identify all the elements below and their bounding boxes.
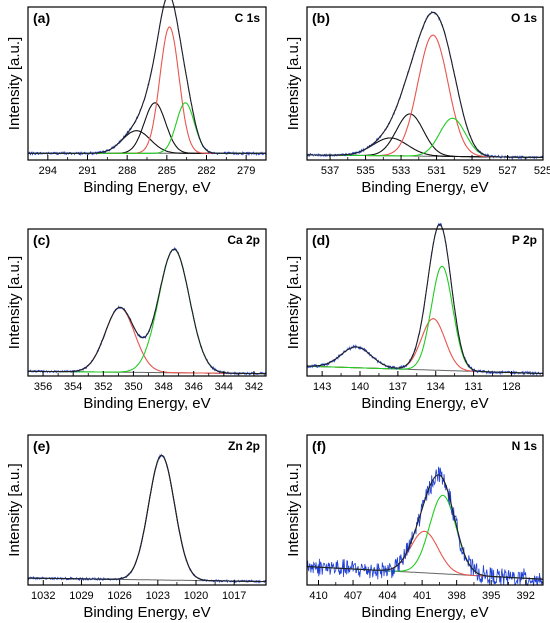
x-tick-label: 401 [413,590,431,602]
component-peak [307,113,543,158]
x-tick-label: 279 [237,165,255,177]
chart-panel: 294 291 288 285 282 279 Binding Energy, eV Inte… [6,0,267,196]
x-tick-label: 1020 [184,590,208,602]
x-tick-label: 131 [464,381,482,393]
panel-letter: (a) [33,10,50,26]
panel-letter: (b) [312,10,330,26]
x-tick-label: 392 [517,590,535,602]
y-axis-label: Intensity [a.u.] [285,37,302,130]
component-peak [28,306,266,375]
x-tick-label: 356 [34,381,52,393]
component-peak [28,248,266,375]
envelope-fit [307,223,544,375]
x-tick-label: 294 [39,165,57,177]
component-peak [307,117,543,158]
x-tick-label: 531 [427,165,445,177]
panel-letter: (c) [33,232,50,248]
x-tick-label: 527 [498,165,516,177]
plot-frame [306,6,544,161]
x-axis-label: Binding Energy, eV [361,179,488,196]
envelope-fit [306,474,543,580]
panel-title: N 1s [512,439,538,453]
plot-frame [27,434,267,586]
chart-panel: 143 140 137 134 131 128 Binding Energy, eV Inte… [285,222,544,412]
panel-title: P 2p [512,233,537,247]
x-tick-label: 137 [389,381,407,393]
measured-spectrum [306,10,544,161]
envelope-fit [307,11,543,158]
component-peak [307,34,543,158]
x-tick-label: 288 [118,165,136,177]
measured-spectrum [27,246,267,376]
component-peak [307,318,544,375]
y-axis-label: Intensity [a.u.] [6,37,23,130]
chart-panel: 356 354 352 350 348 346 344 342 Binding Energy, … [6,228,267,412]
x-tick-label: 537 [321,165,339,177]
panel-letter: (e) [33,438,50,454]
x-tick-label: 140 [351,381,369,393]
x-tick-label: 1023 [146,590,170,602]
x-tick-label: 143 [313,381,331,393]
x-axis-label: Binding Energy, eV [83,604,210,621]
x-tick-label: 344 [215,381,233,393]
component-peak [307,265,544,375]
plot-frame [306,434,544,586]
envelope-fit [28,0,266,154]
x-tick-label: 285 [158,165,176,177]
envelope-fit [28,454,266,583]
x-tick-label: 1032 [31,590,55,602]
x-axis-label: Binding Energy, eV [83,395,210,412]
x-tick-label: 1029 [69,590,93,602]
panel-letter: (d) [312,232,330,248]
y-axis-label: Intensity [a.u.] [285,256,302,349]
x-tick-label: 346 [185,381,203,393]
measured-spectrum [27,453,267,584]
x-tick-label: 398 [447,590,465,602]
panel-letter: (f) [312,438,326,454]
y-axis-label: Intensity [a.u.] [285,463,302,556]
x-tick-label: 354 [64,381,82,393]
chart-panel: 1032 1029 1026 1023 1020 1017 Binding Energy, … [6,434,267,621]
x-tick-label: 348 [154,381,172,393]
panel-title: C 1s [235,11,261,25]
x-tick-label: 352 [94,381,112,393]
y-axis-label: Intensity [a.u.] [6,256,23,349]
component-peak [306,530,543,580]
measured-spectrum [27,0,267,157]
component-peak [28,454,266,583]
y-axis-label: Intensity [a.u.] [6,463,23,556]
panel-title: Ca 2p [227,233,260,247]
x-tick-label: 533 [392,165,410,177]
x-tick-label: 342 [245,381,263,393]
x-axis-label: Binding Energy, eV [83,179,210,196]
chart-panel: 537 535 533 531 529 527 525 Binding Energy, eV I… [285,6,550,196]
x-tick-label: 134 [427,381,445,393]
x-tick-label: 404 [378,590,396,602]
chart-panel: 410 407 404 401 398 395 392 Binding Energy, eV I… [285,434,544,621]
panel-title: Zn 2p [228,439,260,453]
x-tick-label: 395 [482,590,500,602]
envelope-fit [28,248,266,375]
x-tick-label: 128 [502,381,520,393]
x-tick-label: 535 [356,165,374,177]
panel-title: O 1s [511,11,537,25]
x-axis-label: Binding Energy, eV [361,604,488,621]
plot-frame [27,228,267,377]
plot-frame [306,228,544,377]
x-tick-label: 525 [534,165,550,177]
x-tick-label: 291 [78,165,96,177]
x-tick-label: 407 [344,590,362,602]
x-tick-label: 529 [463,165,481,177]
x-tick-label: 350 [124,381,142,393]
component-peak [28,130,266,154]
x-axis-label: Binding Energy, eV [361,395,488,412]
x-tick-label: 1026 [107,590,131,602]
x-tick-label: 282 [197,165,215,177]
x-tick-label: 410 [309,590,327,602]
x-tick-label: 1017 [222,590,246,602]
